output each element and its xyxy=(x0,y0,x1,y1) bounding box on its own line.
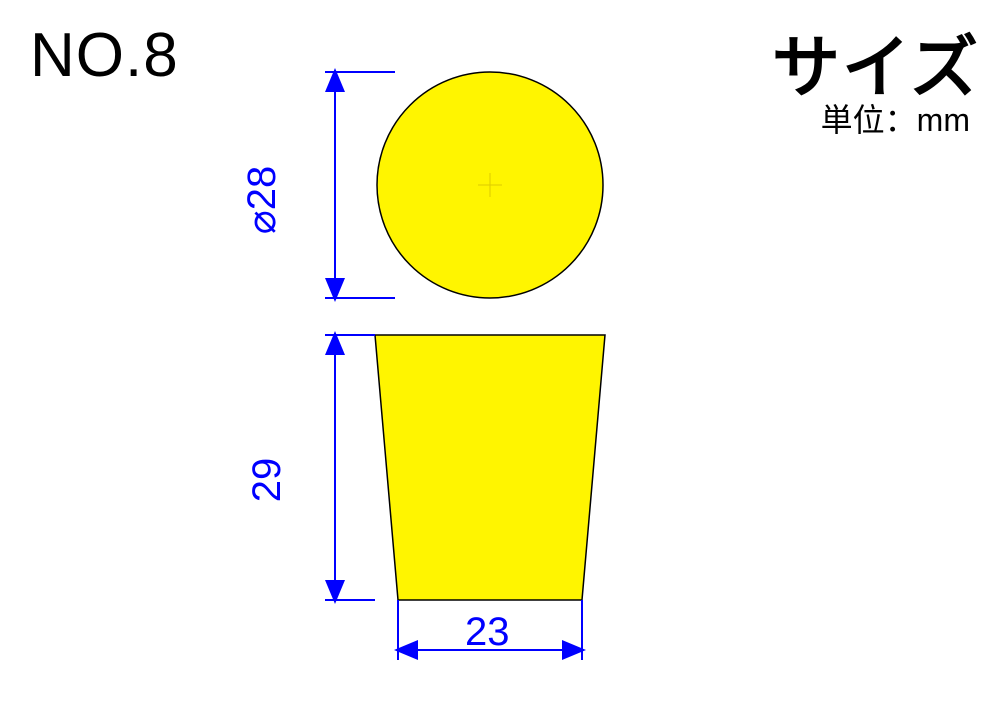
dimension-diagram: ⌀28 29 23 xyxy=(0,0,1000,715)
dimension-bottom-width-label: 23 xyxy=(465,610,510,654)
side-trapezoid-shape xyxy=(375,335,605,600)
dimension-height xyxy=(325,335,375,600)
dimension-diameter-label: ⌀28 xyxy=(240,166,284,235)
dimension-height-label: 29 xyxy=(245,458,289,503)
